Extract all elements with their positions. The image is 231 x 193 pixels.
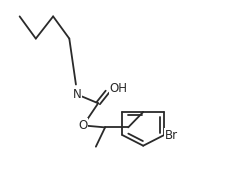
Text: N: N [73, 88, 82, 101]
Text: OH: OH [110, 82, 128, 95]
Text: Br: Br [165, 129, 178, 142]
Text: O: O [78, 119, 88, 132]
